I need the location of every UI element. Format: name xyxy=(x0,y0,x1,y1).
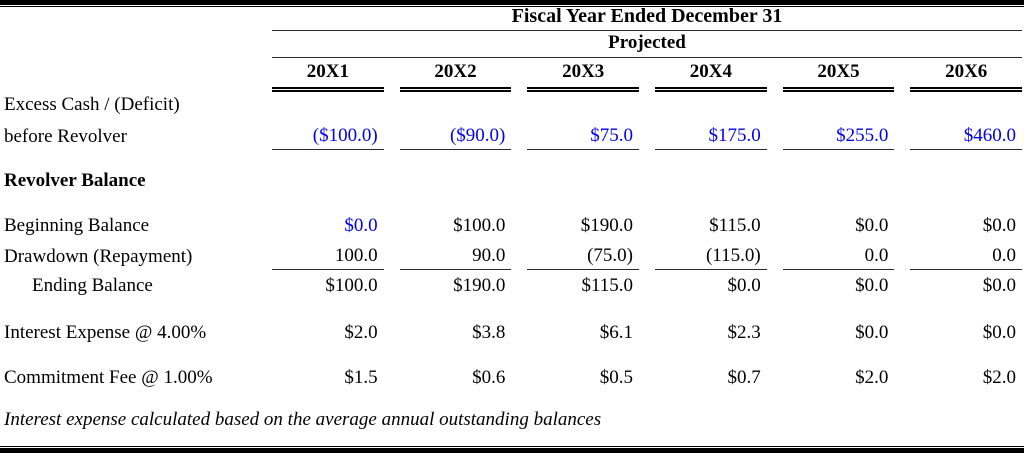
table-title: Fiscal Year Ended December 31 xyxy=(272,5,1022,31)
value-cell: $1.5 xyxy=(344,367,378,389)
footnote-text: Interest expense calculated based on the… xyxy=(4,409,602,430)
excess-cash-values-row: before Revolver ($100.0) ($90.0) $75.0 $… xyxy=(0,118,1024,150)
value-cell: $190.0 xyxy=(453,275,506,297)
projected-label: Projected xyxy=(272,32,1022,58)
value-cell: $0.6 xyxy=(472,367,506,389)
value-cell: $190.0 xyxy=(580,215,634,237)
value-cell: $6.1 xyxy=(599,322,634,344)
spacer xyxy=(0,434,1024,446)
value-cell: $100.0 xyxy=(325,275,378,297)
spacer xyxy=(0,346,1024,362)
spacer xyxy=(0,299,1024,317)
value-cell: $0.5 xyxy=(599,367,634,389)
value-cell: $115.0 xyxy=(581,275,634,297)
excess-cash-label-row: Excess Cash / (Deficit) xyxy=(0,92,1024,118)
spacer xyxy=(0,150,1024,164)
table-title-row: Fiscal Year Ended December 31 xyxy=(0,5,1024,31)
column-header: 20X6 xyxy=(910,61,1023,92)
drawdown-label: Drawdown (Repayment) xyxy=(4,246,193,268)
value-cell: 90.0 xyxy=(399,245,512,270)
spacer xyxy=(0,391,1024,405)
value-cell: 100.0 xyxy=(272,245,384,270)
bottom-border-rule xyxy=(0,446,1024,453)
top-border-rule xyxy=(0,0,1024,7)
beginning-balance-label: Beginning Balance xyxy=(4,215,150,237)
ending-balance-label: Ending Balance xyxy=(32,275,153,297)
column-header: 20X1 xyxy=(272,61,384,92)
column-header: 20X5 xyxy=(782,61,895,92)
projected-row: Projected xyxy=(0,31,1024,58)
value-cell: $0.0 xyxy=(982,275,1017,297)
commitment-fee-row: Commitment Fee @ 1.00% $1.5 $0.6 $0.5 $0… xyxy=(0,362,1024,391)
section-header-row: Revolver Balance xyxy=(0,164,1024,194)
value-cell: $255.0 xyxy=(782,125,895,150)
commitment-fee-label: Commitment Fee @ 1.00% xyxy=(4,367,213,389)
value-cell: ($100.0) xyxy=(272,125,384,150)
column-header-row: 20X1 20X2 20X3 20X4 20X5 20X6 xyxy=(0,58,1024,92)
excess-cash-label-line2: before Revolver xyxy=(4,126,127,148)
value-cell: $100.0 xyxy=(453,215,506,237)
value-cell: $0.0 xyxy=(855,275,889,297)
value-cell: $115.0 xyxy=(709,215,761,237)
excess-cash-label-line1: Excess Cash / (Deficit) xyxy=(4,94,180,116)
value-cell: $0.7 xyxy=(727,367,761,389)
value-cell: $0.0 xyxy=(855,322,889,344)
value-cell: (115.0) xyxy=(655,245,767,270)
value-cell: $2.3 xyxy=(727,322,761,344)
value-cell: (75.0) xyxy=(527,245,640,270)
value-cell: 0.0 xyxy=(782,245,895,270)
value-cell: $3.8 xyxy=(472,322,506,344)
value-cell: 0.0 xyxy=(910,245,1023,270)
column-header: 20X3 xyxy=(527,61,640,92)
footnote-row: Interest expense calculated based on the… xyxy=(0,405,1024,434)
value-cell: $175.0 xyxy=(655,125,767,150)
value-cell: $0.0 xyxy=(727,275,761,297)
value-cell: $0.0 xyxy=(982,322,1017,344)
value-cell: $0.0 xyxy=(855,215,889,237)
column-header: 20X4 xyxy=(655,61,767,92)
ending-balance-row: Ending Balance $100.0 $190.0 $115.0 $0.0… xyxy=(0,270,1024,299)
value-cell: $0.0 xyxy=(982,215,1017,237)
value-cell: ($90.0) xyxy=(399,125,512,150)
drawdown-row: Drawdown (Repayment) 100.0 90.0 (75.0) (… xyxy=(0,239,1024,270)
value-cell: $2.0 xyxy=(344,322,378,344)
section-header-label: Revolver Balance xyxy=(4,170,146,192)
value-cell: $2.0 xyxy=(855,367,889,389)
value-cell: $0.0 xyxy=(344,215,378,237)
value-cell: $75.0 xyxy=(527,125,640,150)
column-header: 20X2 xyxy=(399,61,512,92)
interest-expense-label: Interest Expense @ 4.00% xyxy=(4,322,207,344)
interest-expense-row: Interest Expense @ 4.00% $2.0 $3.8 $6.1 … xyxy=(0,317,1024,346)
value-cell: $2.0 xyxy=(982,367,1017,389)
beginning-balance-row: Beginning Balance $0.0 $100.0 $190.0 $11… xyxy=(0,210,1024,239)
spacer xyxy=(0,194,1024,210)
value-cell: $460.0 xyxy=(910,125,1023,150)
